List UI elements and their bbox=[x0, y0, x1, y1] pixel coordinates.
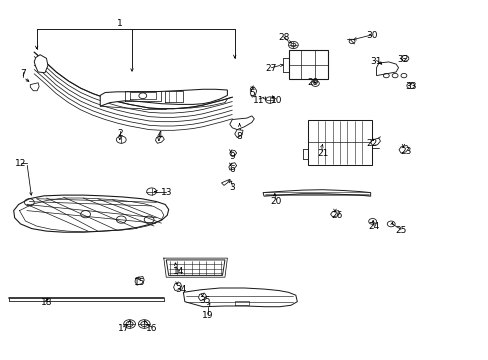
Polygon shape bbox=[307, 120, 371, 165]
Text: 20: 20 bbox=[270, 197, 282, 206]
Text: 8: 8 bbox=[236, 132, 242, 141]
Text: 3: 3 bbox=[229, 183, 235, 192]
Polygon shape bbox=[30, 83, 39, 91]
Text: 19: 19 bbox=[202, 311, 213, 320]
Text: 25: 25 bbox=[394, 226, 406, 235]
Polygon shape bbox=[198, 293, 206, 301]
Text: 21: 21 bbox=[316, 149, 328, 158]
Polygon shape bbox=[221, 179, 229, 185]
Text: 12: 12 bbox=[15, 159, 27, 168]
Polygon shape bbox=[229, 116, 254, 130]
Text: 34: 34 bbox=[175, 285, 186, 294]
Text: 24: 24 bbox=[367, 222, 379, 231]
Text: 1: 1 bbox=[117, 19, 122, 28]
Text: 14: 14 bbox=[172, 267, 184, 276]
Polygon shape bbox=[330, 211, 339, 217]
Polygon shape bbox=[398, 145, 408, 153]
Text: 27: 27 bbox=[265, 64, 277, 73]
Polygon shape bbox=[14, 195, 168, 232]
Polygon shape bbox=[376, 62, 398, 76]
Polygon shape bbox=[228, 163, 236, 170]
Polygon shape bbox=[370, 138, 380, 145]
Polygon shape bbox=[135, 276, 144, 285]
Text: 10: 10 bbox=[270, 96, 282, 105]
Text: 18: 18 bbox=[41, 298, 52, 307]
Polygon shape bbox=[173, 283, 182, 291]
Polygon shape bbox=[250, 87, 256, 97]
Text: 30: 30 bbox=[365, 31, 377, 40]
Text: 13: 13 bbox=[160, 188, 172, 197]
Text: 28: 28 bbox=[277, 33, 289, 42]
Polygon shape bbox=[234, 130, 243, 138]
Text: 16: 16 bbox=[145, 324, 157, 333]
Polygon shape bbox=[263, 190, 370, 196]
Text: 26: 26 bbox=[331, 211, 343, 220]
Text: 6: 6 bbox=[229, 165, 235, 174]
Polygon shape bbox=[183, 288, 297, 307]
Text: 31: 31 bbox=[370, 57, 382, 66]
Text: 9: 9 bbox=[229, 152, 235, 161]
Polygon shape bbox=[100, 89, 227, 106]
Text: 29: 29 bbox=[306, 78, 318, 87]
Text: 32: 32 bbox=[397, 55, 408, 64]
Text: 33: 33 bbox=[404, 82, 416, 91]
Text: 11: 11 bbox=[253, 96, 264, 105]
Text: 23: 23 bbox=[399, 147, 411, 156]
Text: 22: 22 bbox=[365, 139, 377, 148]
Text: 2: 2 bbox=[117, 129, 122, 138]
Text: 35: 35 bbox=[199, 296, 211, 305]
Polygon shape bbox=[288, 50, 327, 79]
Text: 17: 17 bbox=[117, 324, 129, 333]
Text: 15: 15 bbox=[133, 278, 145, 287]
Text: 7: 7 bbox=[20, 69, 26, 78]
Polygon shape bbox=[34, 55, 48, 73]
Polygon shape bbox=[155, 136, 164, 143]
Polygon shape bbox=[229, 150, 236, 156]
Text: 4: 4 bbox=[156, 130, 162, 139]
Text: 5: 5 bbox=[248, 89, 254, 98]
Polygon shape bbox=[166, 260, 224, 275]
